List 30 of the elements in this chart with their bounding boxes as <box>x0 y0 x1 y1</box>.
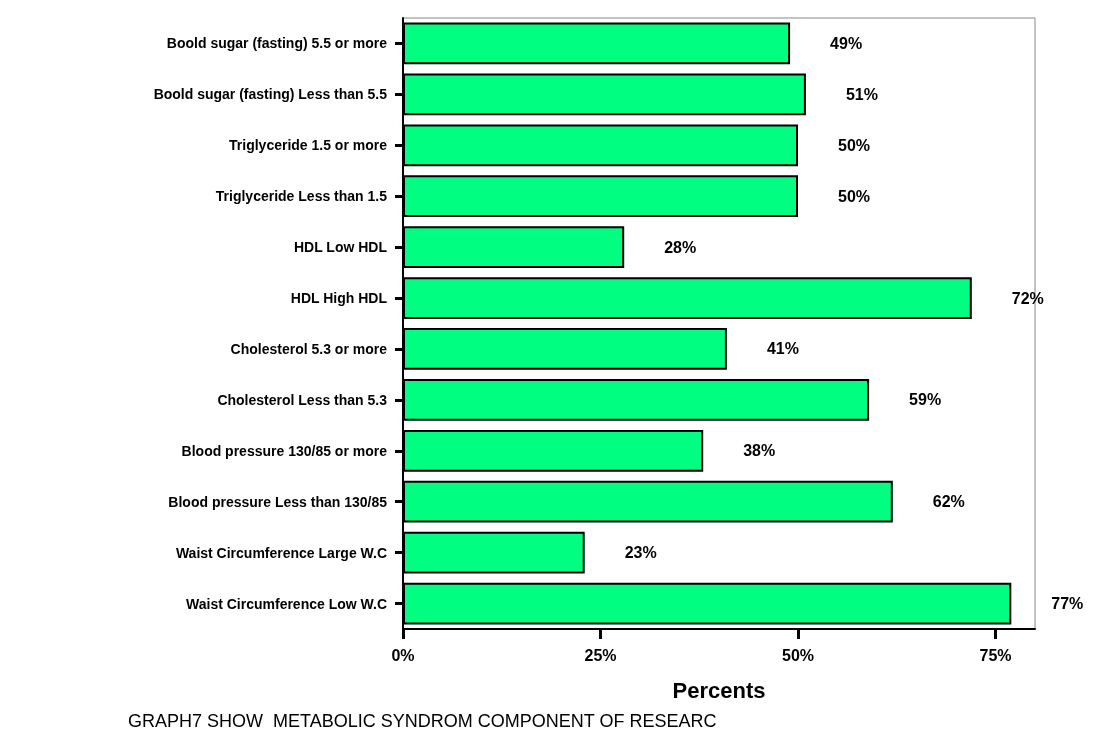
data-label: 50% <box>838 187 871 205</box>
x-tick-label: 75% <box>979 646 1012 664</box>
y-tick-label: Waist Circumference Low W.C <box>186 595 387 612</box>
y-tick-label: Cholesterol 5.3 or more <box>230 340 388 357</box>
y-tick-label: Blood pressure Less than 130/85 <box>168 493 388 510</box>
data-label: 50% <box>838 136 871 154</box>
data-label: 72% <box>1011 289 1044 307</box>
data-label: 62% <box>932 493 965 511</box>
data-label: 23% <box>624 544 657 562</box>
y-tick-label: HDL High HDL <box>290 290 388 307</box>
data-label: 77% <box>1051 595 1084 613</box>
x-tick-label: 50% <box>781 646 815 664</box>
data-label: 41% <box>766 340 799 358</box>
y-tick-label: Triglyceride Less than 1.5 <box>215 188 388 205</box>
y-tick-label: Waist Circumference Large W.C <box>175 544 387 561</box>
data-label: 38% <box>743 442 776 460</box>
data-label: 49% <box>830 34 863 52</box>
data-label: 28% <box>664 238 697 256</box>
data-label: 59% <box>909 391 942 409</box>
y-tick-label: Triglyceride 1.5 or more <box>229 137 388 154</box>
y-tick-label: HDL Low HDL <box>293 239 388 256</box>
data-label: 51% <box>845 85 878 103</box>
y-tick-label: Boold sugar (fasting) Less than 5.5 <box>153 86 388 103</box>
x-tick-label: 25% <box>584 646 617 664</box>
y-tick-label: Cholesterol Less than 5.3 <box>217 391 388 408</box>
x-axis-title: Percents <box>672 677 766 703</box>
x-tick-label: 0% <box>391 646 415 664</box>
y-tick-label: Blood pressure 130/85 or more <box>181 442 388 459</box>
caption: GRAPH7 SHOW METABOLIC SYNDROM COMPONENT OF RESEARC <box>128 711 717 731</box>
y-tick-label: Boold sugar (fasting) 5.5 or more <box>166 35 388 52</box>
